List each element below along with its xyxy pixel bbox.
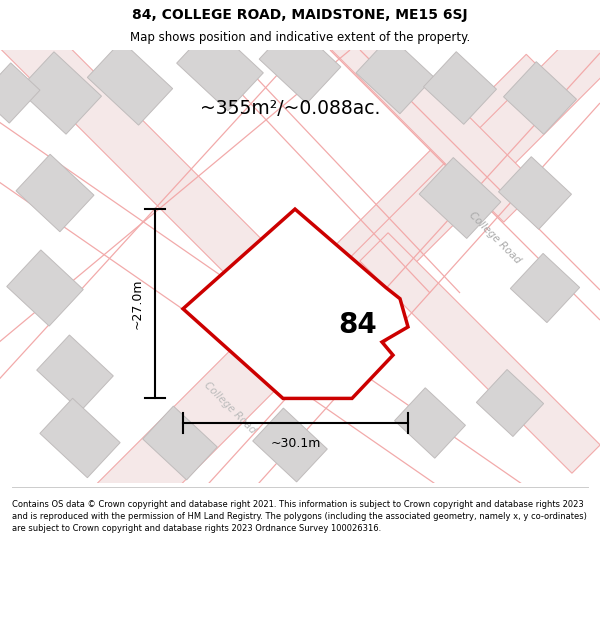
Text: ~27.0m: ~27.0m xyxy=(131,279,143,329)
Text: College Road: College Road xyxy=(467,210,523,266)
Polygon shape xyxy=(499,157,571,229)
Text: Contains OS data © Crown copyright and database right 2021. This information is : Contains OS data © Crown copyright and d… xyxy=(12,500,587,532)
Polygon shape xyxy=(0,0,350,362)
Text: ~30.1m: ~30.1m xyxy=(271,437,320,450)
Polygon shape xyxy=(19,52,101,134)
Polygon shape xyxy=(7,250,83,326)
Polygon shape xyxy=(183,209,408,398)
Polygon shape xyxy=(176,25,263,111)
Polygon shape xyxy=(40,398,120,478)
Text: Map shows position and indicative extent of the property.: Map shows position and indicative extent… xyxy=(130,31,470,44)
Polygon shape xyxy=(395,388,466,458)
Polygon shape xyxy=(360,232,600,473)
Polygon shape xyxy=(503,62,577,134)
Text: 84, COLLEGE ROAD, MAIDSTONE, ME15 6SJ: 84, COLLEGE ROAD, MAIDSTONE, ME15 6SJ xyxy=(132,8,468,22)
Polygon shape xyxy=(31,54,569,592)
Polygon shape xyxy=(221,0,539,222)
Polygon shape xyxy=(356,36,434,114)
Polygon shape xyxy=(259,22,341,104)
Text: 84: 84 xyxy=(338,311,377,339)
Polygon shape xyxy=(419,158,501,239)
Polygon shape xyxy=(296,0,600,348)
Polygon shape xyxy=(0,63,40,123)
Text: ~355m²/~0.088ac.: ~355m²/~0.088ac. xyxy=(200,99,380,118)
Polygon shape xyxy=(143,406,217,480)
Polygon shape xyxy=(511,253,580,322)
Text: College Road: College Road xyxy=(202,380,258,436)
Polygon shape xyxy=(476,369,544,436)
Polygon shape xyxy=(253,408,327,482)
Polygon shape xyxy=(424,52,496,124)
Polygon shape xyxy=(16,154,94,232)
Polygon shape xyxy=(37,335,113,411)
Polygon shape xyxy=(88,41,173,125)
